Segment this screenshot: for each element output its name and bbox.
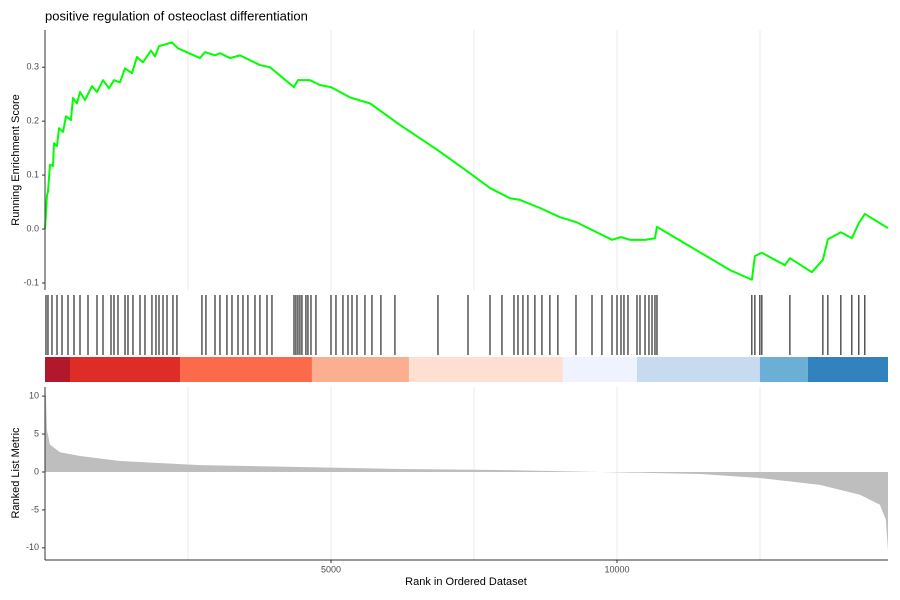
enrichment-line [44, 41, 889, 281]
color-band [311, 357, 409, 382]
y-axis-title: Running Enrichment Score [10, 94, 22, 225]
y-tick-label: -10 [26, 542, 39, 552]
color-band [759, 357, 808, 382]
y-tick-label: 0.0 [26, 223, 39, 233]
y-tick-label: 0.1 [26, 169, 39, 179]
color-band [45, 357, 70, 382]
color-band [179, 357, 312, 382]
color-band [636, 357, 760, 382]
color-band [408, 357, 563, 382]
color-band [807, 357, 888, 382]
y-tick-label: -5 [31, 504, 39, 514]
y-tick-label: 5 [34, 428, 39, 438]
y-tick-label: -0.1 [23, 277, 39, 287]
x-tick-label: 10000 [604, 564, 629, 574]
y-tick-label: 0 [34, 466, 39, 476]
color-band [69, 357, 180, 382]
y-tick-label: 10 [29, 390, 39, 400]
x-axis-title: Rank in Ordered Dataset [405, 576, 527, 588]
x-tick-label: 5000 [321, 564, 341, 574]
chart-title: positive regulation of osteoclast differ… [45, 8, 308, 23]
color-band [562, 357, 637, 382]
metric-area [45, 392, 888, 551]
y-tick-label: 0.3 [26, 62, 39, 72]
y-tick-label: 0.2 [26, 116, 39, 126]
y-axis-title: Ranked List Metric [10, 427, 22, 519]
